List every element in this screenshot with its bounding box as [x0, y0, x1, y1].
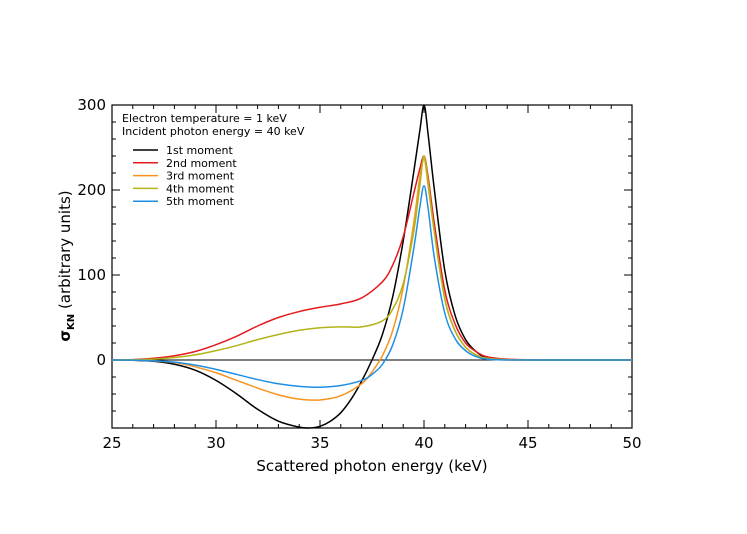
y-axis-title-symbol: σ	[56, 330, 74, 342]
x-tick-label: 45	[518, 434, 537, 452]
series-line-5	[111, 185, 632, 388]
tick-marks	[111, 104, 633, 429]
legend-label-5: 5th moment	[166, 195, 235, 208]
x-tick-label: 35	[310, 434, 329, 452]
y-axis-title: σKN (arbitrary units)	[56, 190, 77, 341]
legend-label-4: 4th moment	[166, 182, 235, 195]
plot-frame	[111, 104, 633, 429]
x-tick-label: 50	[622, 434, 641, 452]
series-line-4	[111, 155, 633, 361]
x-tick-label: 40	[414, 434, 433, 452]
tick-labels: 25 30 35 40 45 50 0 100 200 300	[77, 96, 641, 452]
legend-label-3: 3rd moment	[166, 170, 235, 183]
annotation-incident-energy: Incident photon energy = 40 keV	[122, 125, 305, 138]
x-axis-title: Scattered photon energy (keV)	[256, 457, 487, 475]
x-tick-label: 30	[206, 434, 225, 452]
legend-label-2: 2nd moment	[166, 157, 237, 170]
y-tick-label: 200	[77, 181, 106, 199]
y-tick-label: 300	[77, 96, 106, 114]
y-tick-label: 0	[96, 351, 106, 369]
y-tick-label: 100	[77, 266, 106, 284]
legend-label-1: 1st moment	[166, 144, 233, 157]
series-line-1	[111, 104, 633, 429]
y-axis-title-subscript: KN	[66, 314, 77, 330]
annotation-temperature: Electron temperature = 1 keV	[122, 112, 287, 125]
y-axis-title-units: (arbitrary units)	[56, 190, 74, 313]
series-line-2	[111, 155, 633, 361]
series-group	[111, 104, 633, 429]
x-tick-label: 25	[102, 434, 121, 452]
